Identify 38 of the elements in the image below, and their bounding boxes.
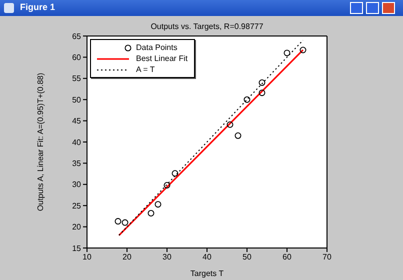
y-tick-label: 20	[72, 222, 82, 232]
point	[154, 201, 162, 208]
legend-label: Data Points	[136, 43, 178, 52]
y-tick-label: 25	[72, 201, 82, 210]
point	[122, 219, 128, 226]
point	[148, 210, 154, 216]
point	[164, 182, 170, 188]
y-tick-label: 40	[72, 138, 82, 147]
y-axis-title: Outputs A, Linear Fit: A=(0.95)T+(0.88)	[36, 72, 45, 212]
point	[114, 218, 122, 225]
point	[226, 121, 234, 128]
legend-label: A = T	[136, 65, 155, 74]
point	[172, 170, 178, 177]
x-tick-label: 60	[282, 252, 292, 262]
y-tick-label: 65	[72, 32, 82, 41]
point	[234, 132, 242, 139]
x-tick-label: 70	[322, 252, 332, 262]
y-tick-label: 15	[72, 244, 82, 253]
y-tick-label: 55	[72, 74, 82, 84]
y-tick-label: 30	[72, 180, 82, 190]
point	[258, 90, 266, 96]
y-tick-label: 60	[72, 53, 82, 62]
x-tick-label: 30	[162, 252, 172, 262]
y-tick-label: 45	[72, 116, 82, 126]
legend-label: Best Linear Fit	[136, 54, 188, 63]
point	[244, 96, 250, 103]
y-tick-label: 35	[72, 159, 82, 168]
x-tick-label: 20	[122, 252, 132, 262]
point	[284, 50, 290, 56]
point	[300, 46, 306, 54]
x-tick-label: 40	[202, 252, 212, 262]
point	[258, 79, 266, 86]
y-tick-label: 50	[72, 95, 82, 104]
chart-title: Outputs vs. Targets, R=0.98777	[150, 22, 264, 31]
caption: Figure 1	[20, 2, 56, 12]
x-tick-label: 10	[82, 252, 92, 262]
x-axis-title: Targets T	[190, 269, 224, 278]
x-tick-label: 50	[242, 252, 252, 262]
